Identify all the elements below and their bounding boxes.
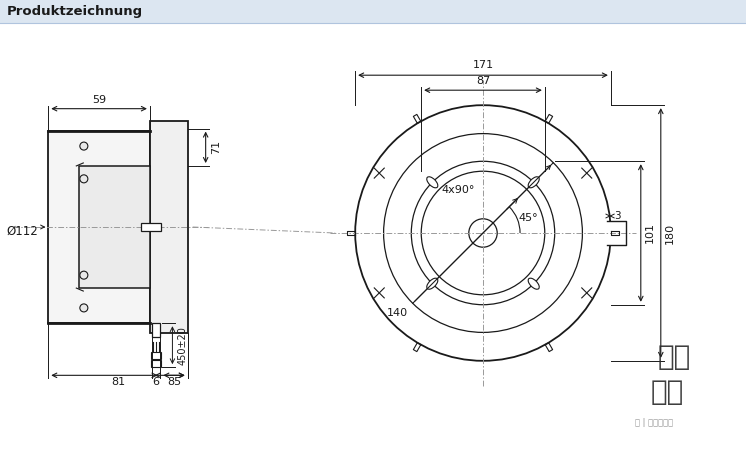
Text: 值 | 什么值得买: 值 | 什么值得买 bbox=[635, 418, 673, 427]
Bar bbox=[606, 221, 626, 245]
Bar bbox=[151, 360, 161, 367]
Text: 450±20: 450±20 bbox=[178, 326, 187, 365]
Circle shape bbox=[355, 105, 611, 361]
Text: 71: 71 bbox=[210, 140, 221, 154]
Text: 45°: 45° bbox=[519, 213, 539, 223]
Ellipse shape bbox=[528, 177, 539, 188]
Text: Ø112: Ø112 bbox=[7, 225, 38, 238]
Text: 140: 140 bbox=[386, 308, 408, 318]
Text: 59: 59 bbox=[92, 95, 106, 104]
Circle shape bbox=[80, 142, 88, 150]
Circle shape bbox=[80, 175, 88, 183]
Bar bbox=[150, 121, 188, 333]
Ellipse shape bbox=[427, 278, 438, 289]
Bar bbox=[141, 223, 161, 231]
Text: 3: 3 bbox=[614, 211, 621, 221]
Text: 101: 101 bbox=[645, 222, 655, 244]
Text: 171: 171 bbox=[472, 60, 494, 70]
Ellipse shape bbox=[528, 278, 539, 289]
Circle shape bbox=[80, 304, 88, 312]
Text: 造匠: 造匠 bbox=[651, 378, 684, 406]
Text: 4x90°: 4x90° bbox=[442, 185, 474, 195]
Bar bbox=[151, 352, 161, 359]
Text: 督工: 督工 bbox=[658, 343, 692, 371]
Text: 87: 87 bbox=[476, 76, 490, 86]
Ellipse shape bbox=[427, 177, 438, 188]
Text: Produktzeichnung: Produktzeichnung bbox=[7, 6, 143, 19]
Bar bbox=[48, 131, 150, 323]
Text: 180: 180 bbox=[665, 222, 675, 244]
Circle shape bbox=[80, 271, 88, 279]
Text: 85: 85 bbox=[167, 377, 181, 387]
Bar bbox=[0, 0, 746, 23]
Text: 6: 6 bbox=[153, 377, 160, 387]
Bar bbox=[79, 166, 150, 288]
Text: 81: 81 bbox=[111, 377, 125, 387]
Bar bbox=[152, 323, 160, 337]
